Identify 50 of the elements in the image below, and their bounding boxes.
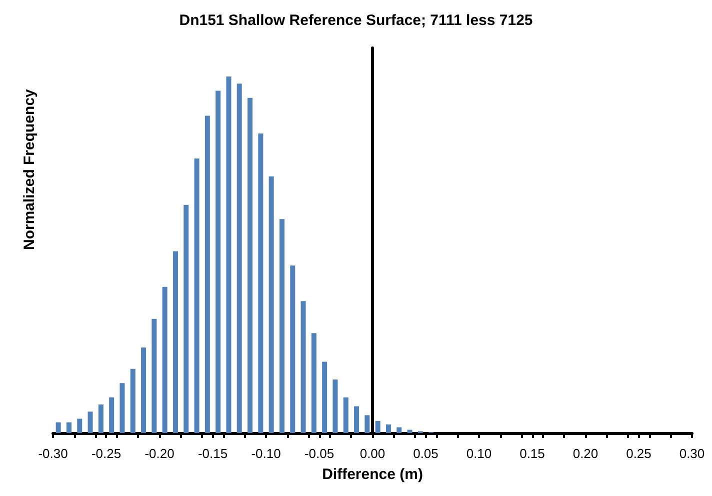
- bar: [77, 418, 82, 433]
- x-tick-label: -0.30: [38, 446, 68, 461]
- bar: [120, 383, 125, 433]
- bar: [88, 412, 93, 433]
- x-tick-label: -0.15: [198, 446, 228, 461]
- x-tick-label: -0.20: [144, 446, 174, 461]
- bar: [364, 415, 370, 433]
- bar: [311, 333, 316, 433]
- bar: [300, 301, 306, 433]
- bar: [66, 422, 72, 433]
- bar: [109, 397, 114, 433]
- y-axis-title: Normalized Frequency: [21, 88, 38, 250]
- bar: [407, 430, 412, 433]
- x-tick-label: 0.00: [360, 446, 386, 461]
- bar: [141, 347, 146, 433]
- x-tick-label: 0.10: [466, 446, 492, 461]
- bar: [386, 424, 391, 433]
- bar: [152, 318, 157, 433]
- bar: [343, 397, 348, 433]
- bar: [130, 368, 136, 433]
- bar: [248, 98, 253, 433]
- bar: [279, 219, 284, 433]
- bar: [216, 90, 221, 433]
- bar: [236, 84, 242, 433]
- x-tick-label: 0.05: [413, 446, 438, 461]
- x-tick-label: -0.25: [91, 446, 122, 461]
- chart-title: Dn151 Shallow Reference Surface; 7111 less 7125: [179, 12, 533, 29]
- bar: [98, 404, 104, 433]
- bar: [172, 251, 178, 433]
- bar: [290, 265, 296, 433]
- bar: [56, 422, 61, 433]
- bar: [184, 204, 189, 433]
- bar: [194, 158, 200, 433]
- x-tick-label: 0.20: [572, 446, 598, 461]
- bar: [322, 362, 328, 433]
- x-tick-label: -0.10: [251, 446, 281, 461]
- bar: [375, 420, 380, 433]
- x-tick-label: -0.05: [304, 446, 334, 461]
- bar: [258, 134, 264, 433]
- x-axis-title: Difference (m): [322, 466, 423, 483]
- bar: [354, 406, 360, 433]
- x-tick-label: 0.25: [626, 446, 652, 461]
- bar: [268, 176, 274, 433]
- bar: [396, 427, 402, 433]
- bar: [204, 116, 210, 433]
- x-tick-label: 0.30: [679, 446, 705, 461]
- bar: [226, 76, 232, 433]
- bar: [162, 286, 168, 433]
- x-tick-label: 0.15: [520, 446, 545, 461]
- bar: [332, 380, 338, 433]
